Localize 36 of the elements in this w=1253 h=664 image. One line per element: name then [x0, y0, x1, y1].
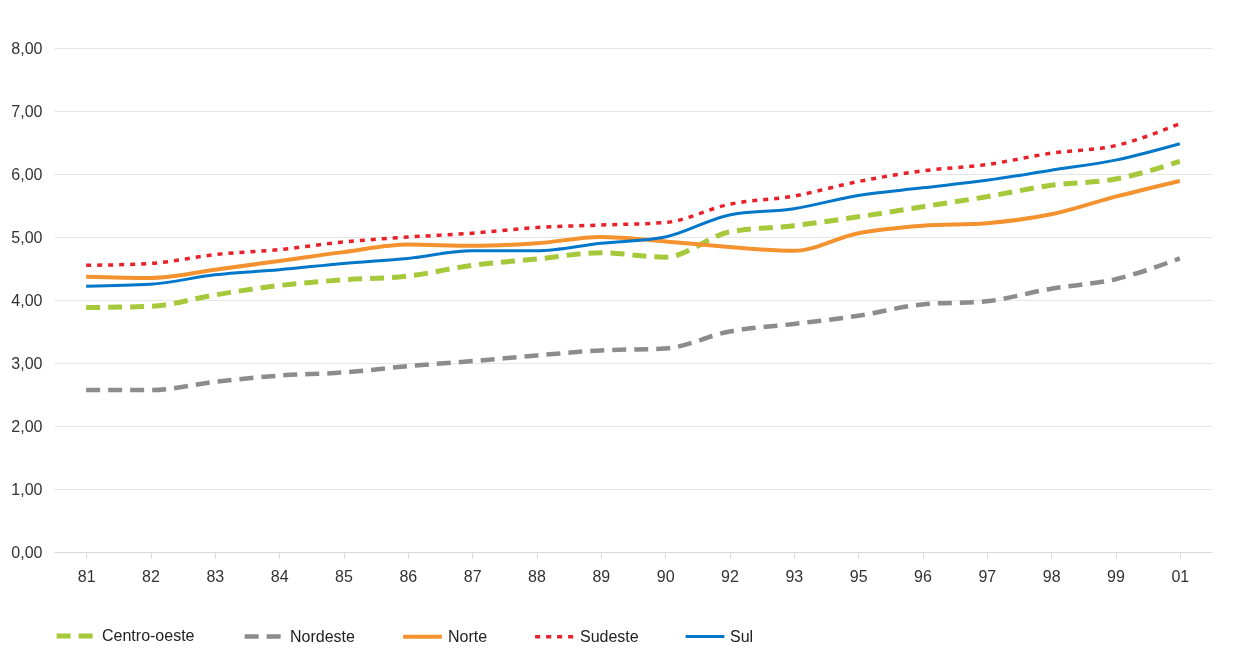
- y-tick-label: 0,00: [11, 543, 43, 561]
- x-tick-label: 96: [914, 567, 932, 585]
- x-tick-label: 89: [592, 567, 611, 585]
- x-tick-label: 97: [978, 567, 997, 585]
- x-tick-label: 84: [270, 567, 289, 585]
- line-series: [83, 256, 1183, 393]
- legend-label: Centro-oeste: [102, 627, 195, 644]
- x-tick-label: 87: [463, 567, 482, 585]
- y-tick-label: 5,00: [11, 228, 43, 246]
- x-tick-label: 88: [528, 567, 546, 585]
- line-series: [84, 121, 1182, 268]
- x-tick-label: 01: [1171, 567, 1190, 585]
- legend-label: Sudeste: [580, 627, 639, 645]
- x-tick-label: 98: [1042, 567, 1061, 585]
- legend-label: Nordeste: [290, 627, 356, 645]
- y-tick-label: 7,00: [11, 102, 43, 120]
- x-tick-label: 81: [77, 567, 96, 585]
- x-tick-label: 86: [399, 567, 418, 585]
- y-tick-label: 4,00: [11, 291, 43, 309]
- x-tick-label: 90: [656, 567, 675, 585]
- x-tick-label: 82: [142, 567, 160, 585]
- x-tick-label: 99: [1107, 567, 1125, 585]
- x-tick-label: 92: [721, 567, 739, 585]
- y-tick-label: 1,00: [11, 480, 43, 498]
- y-tick-label: 6,00: [11, 165, 43, 183]
- legend-label: Norte: [448, 627, 488, 645]
- line-series: [84, 142, 1182, 288]
- legend-label: Sul: [730, 627, 754, 645]
- x-tick-label: 83: [206, 567, 225, 585]
- y-tick-label: 2,00: [11, 417, 43, 435]
- x-tick-label: 93: [785, 567, 804, 585]
- x-tick-label: 95: [849, 567, 868, 585]
- y-tick-label: 3,00: [11, 354, 43, 372]
- x-tick-label: 85: [335, 567, 353, 585]
- line-series: [84, 178, 1182, 280]
- y-tick-label: 8,00: [11, 39, 43, 57]
